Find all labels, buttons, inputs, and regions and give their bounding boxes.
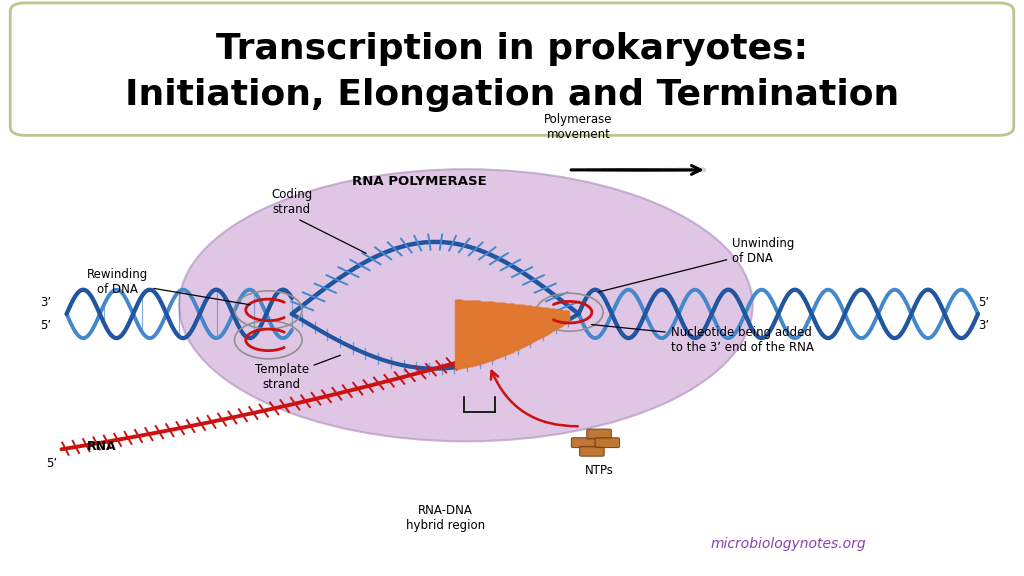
- Text: Nucleotide being added
to the 3’ end of the RNA: Nucleotide being added to the 3’ end of …: [592, 324, 814, 354]
- FancyBboxPatch shape: [595, 438, 620, 448]
- Text: 5’: 5’: [40, 319, 51, 332]
- Text: Transcription in prokaryotes:: Transcription in prokaryotes:: [216, 32, 808, 66]
- Text: RNA: RNA: [87, 440, 117, 453]
- Text: NTPs: NTPs: [585, 464, 613, 477]
- FancyBboxPatch shape: [571, 438, 596, 448]
- Text: RNA-DNA
hybrid region: RNA-DNA hybrid region: [406, 504, 485, 532]
- Text: microbiologynotes.org: microbiologynotes.org: [711, 537, 866, 551]
- Text: 5’: 5’: [978, 296, 989, 309]
- FancyBboxPatch shape: [587, 429, 611, 439]
- Ellipse shape: [179, 169, 753, 441]
- Text: Coding
strand: Coding strand: [271, 188, 367, 253]
- Text: Rewinding
of DNA: Rewinding of DNA: [87, 268, 250, 305]
- Text: Initiation, Elongation and Termination: Initiation, Elongation and Termination: [125, 78, 899, 112]
- Text: RNA POLYMERASE: RNA POLYMERASE: [352, 175, 487, 188]
- Text: Template
strand: Template strand: [255, 355, 340, 391]
- FancyBboxPatch shape: [10, 3, 1014, 135]
- Text: Unwinding
of DNA: Unwinding of DNA: [599, 237, 795, 292]
- Text: 3’: 3’: [978, 319, 989, 332]
- Text: 5’: 5’: [46, 457, 56, 470]
- Text: Polymerase
movement: Polymerase movement: [545, 113, 612, 141]
- FancyBboxPatch shape: [580, 446, 604, 456]
- Text: 3’: 3’: [40, 296, 51, 309]
